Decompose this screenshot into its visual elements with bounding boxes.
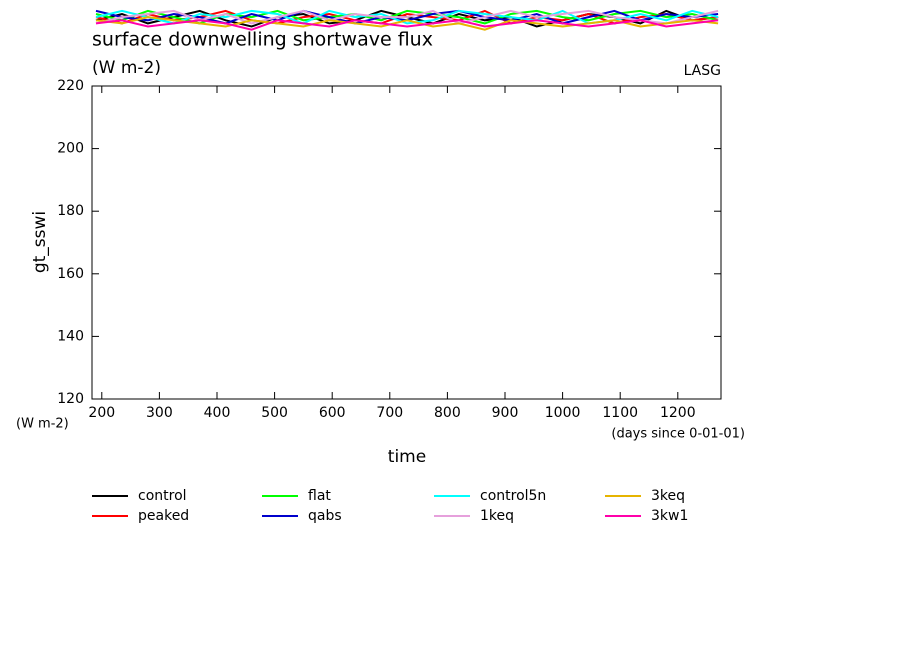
x-tick-label: 1100 [602,405,638,421]
chart-title: surface downwelling shortwave flux [92,29,433,51]
legend-label: 3kw1 [651,508,688,524]
x-tick-label: 500 [261,405,288,421]
annotation: LASG [684,63,721,79]
x-tick-label: 1200 [660,405,696,421]
y-tick-label: 180 [57,203,84,219]
y-tick-label: 140 [57,328,84,344]
legend-label: flat [308,488,331,504]
legend-label: 3keq [651,488,685,504]
series-line [95,16,719,31]
y-units: (W m-2) [16,417,69,432]
y-axis-label: gt_sswi [30,211,50,273]
x-tick-label: 600 [319,405,346,421]
legend-label: peaked [138,508,189,524]
x-tick-label: 1000 [545,405,581,421]
x-tick-label: 200 [88,405,115,421]
series-line [95,19,719,31]
y-tick-label: 200 [57,141,84,157]
y-tick-label: 120 [57,391,84,407]
plot-frame [91,85,722,400]
chart-subtitle: (W m-2) [92,58,161,78]
legend-label: 1keq [480,508,514,524]
x-tick-label: 900 [492,405,519,421]
x-tick-label: 700 [376,405,403,421]
y-tick-label: 220 [57,78,84,94]
legend-label: control5n [480,488,546,504]
x-tick-label: 800 [434,405,461,421]
x-axis-label: time [388,447,426,467]
x-tick-label: 300 [146,405,173,421]
x-tick-label: 400 [204,405,231,421]
y-tick-label: 160 [57,266,84,282]
legend-label: control [138,488,187,504]
x-units: (days since 0-01-01) [611,427,745,442]
legend-label: qabs [308,508,342,524]
